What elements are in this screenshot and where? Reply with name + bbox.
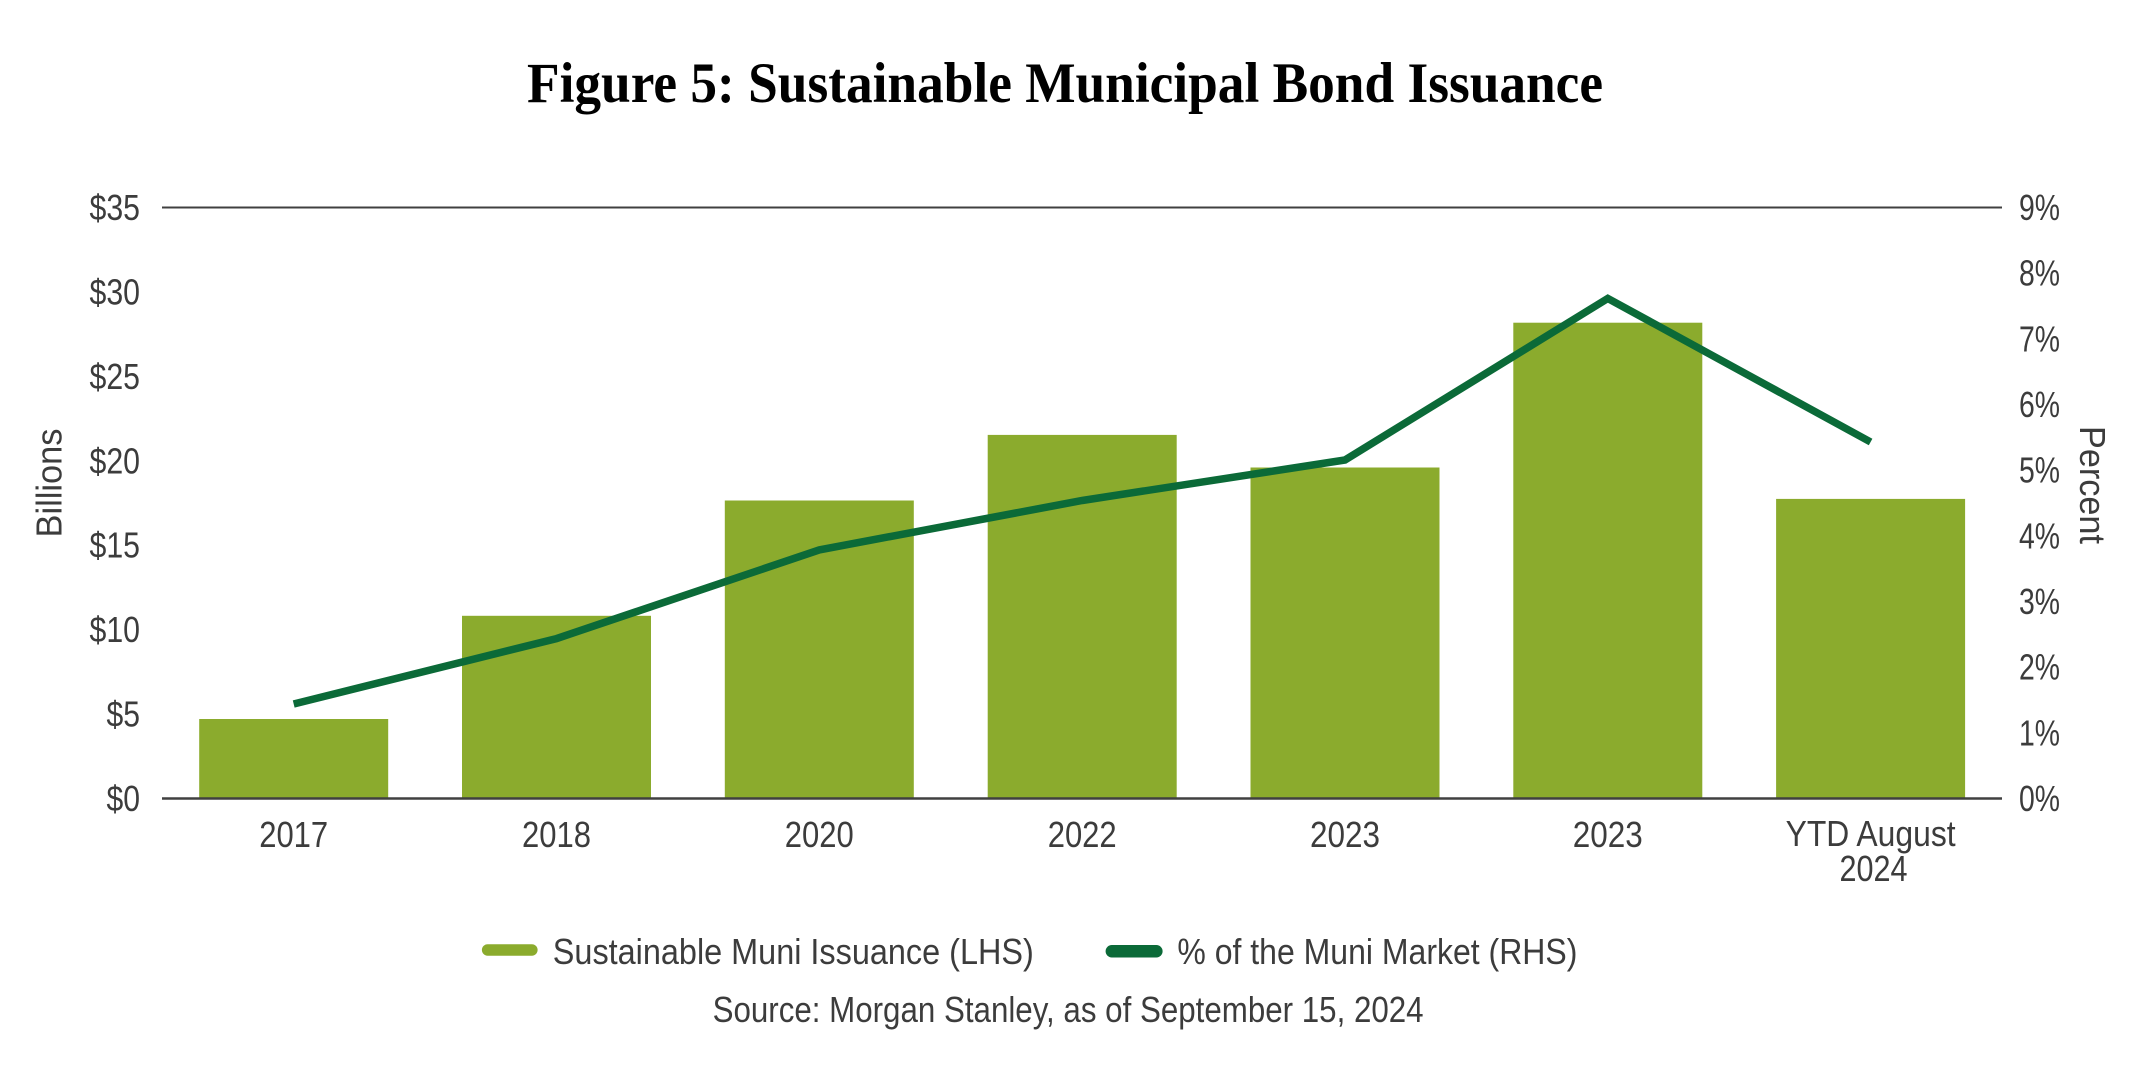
svg-text:2023: 2023 bbox=[1310, 814, 1380, 855]
svg-text:Percent: Percent bbox=[2072, 426, 2113, 544]
svg-text:2022: 2022 bbox=[1048, 814, 1117, 855]
svg-text:$25: $25 bbox=[90, 356, 141, 397]
svg-text:$15: $15 bbox=[90, 525, 141, 566]
svg-text:2017: 2017 bbox=[259, 814, 328, 855]
svg-text:3%: 3% bbox=[2019, 581, 2060, 622]
svg-text:Source: Morgan Stanley, as of: Source: Morgan Stanley, as of September … bbox=[713, 989, 1424, 1030]
svg-text:Figure 5: Sustainable Municipa: Figure 5: Sustainable Municipal Bond Iss… bbox=[527, 52, 1603, 115]
svg-text:4%: 4% bbox=[2019, 515, 2060, 556]
svg-text:Sustainable Muni Issuance (LHS: Sustainable Muni Issuance (LHS) bbox=[553, 931, 1034, 972]
svg-text:$5: $5 bbox=[107, 694, 141, 735]
svg-text:$30: $30 bbox=[90, 271, 141, 312]
svg-text:8%: 8% bbox=[2019, 253, 2060, 294]
svg-text:7%: 7% bbox=[2019, 318, 2060, 359]
svg-text:2023: 2023 bbox=[1573, 814, 1643, 855]
svg-text:YTD August: YTD August bbox=[1786, 813, 1956, 854]
svg-text:9%: 9% bbox=[2019, 187, 2060, 228]
svg-text:6%: 6% bbox=[2019, 384, 2060, 425]
svg-text:0%: 0% bbox=[2019, 778, 2060, 819]
svg-text:% of the Muni Market (RHS): % of the Muni Market (RHS) bbox=[1177, 931, 1577, 972]
svg-text:2%: 2% bbox=[2019, 647, 2060, 688]
svg-text:$20: $20 bbox=[90, 440, 141, 481]
svg-text:$0: $0 bbox=[107, 778, 141, 819]
svg-text:2020: 2020 bbox=[785, 814, 854, 855]
svg-text:5%: 5% bbox=[2019, 450, 2060, 491]
svg-text:1%: 1% bbox=[2019, 712, 2060, 753]
svg-text:2018: 2018 bbox=[522, 814, 591, 855]
svg-text:2024: 2024 bbox=[1840, 848, 1908, 889]
svg-text:$35: $35 bbox=[90, 187, 141, 228]
svg-text:$10: $10 bbox=[90, 609, 141, 650]
svg-text:Billions: Billions bbox=[29, 429, 70, 538]
